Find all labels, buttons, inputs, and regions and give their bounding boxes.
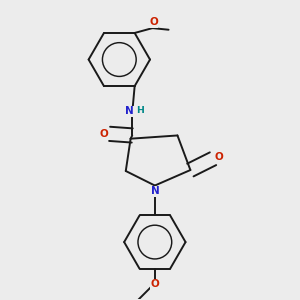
Text: O: O [149, 17, 158, 27]
Text: N: N [124, 106, 134, 116]
Text: H: H [136, 106, 144, 115]
Text: O: O [214, 152, 223, 162]
Text: O: O [151, 279, 160, 289]
Text: N: N [151, 186, 160, 197]
Text: O: O [99, 129, 108, 139]
